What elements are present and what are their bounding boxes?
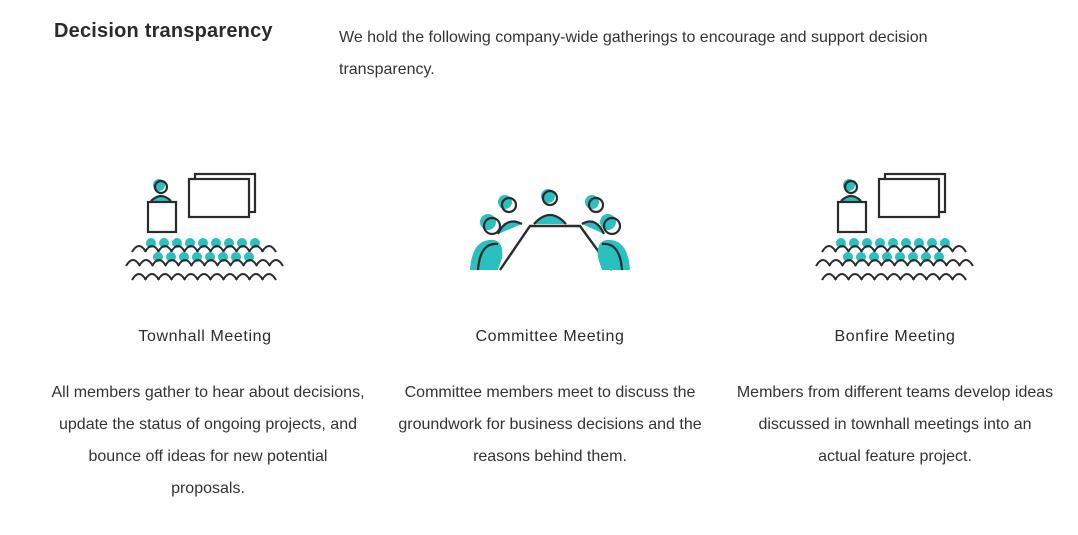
meeting-card-bonfire: Bonfire Meeting Members from different t… (735, 168, 1055, 465)
meeting-description-committee: Committee members meet to discuss the gr… (398, 384, 702, 465)
section-title: Decision transparency (54, 20, 273, 42)
meeting-card-townhall: Townhall Meeting All members gather to h… (45, 168, 365, 497)
bonfire-meeting-icon (815, 172, 974, 281)
meeting-description-bonfire: Members from different teams develop ide… (736, 384, 1054, 465)
townhall-meeting-icon (125, 172, 284, 281)
meeting-card-committee: Committee Meeting Committee members meet… (390, 168, 710, 465)
meeting-title-townhall: Townhall Meeting (138, 328, 272, 345)
section-intro: We hold the following company-wide gathe… (339, 29, 928, 78)
meeting-description-townhall: All members gather to hear about decisio… (51, 384, 365, 497)
meeting-title-bonfire: Bonfire Meeting (834, 328, 956, 345)
meeting-title-committee: Committee Meeting (475, 328, 625, 345)
committee-meeting-icon (470, 189, 630, 271)
